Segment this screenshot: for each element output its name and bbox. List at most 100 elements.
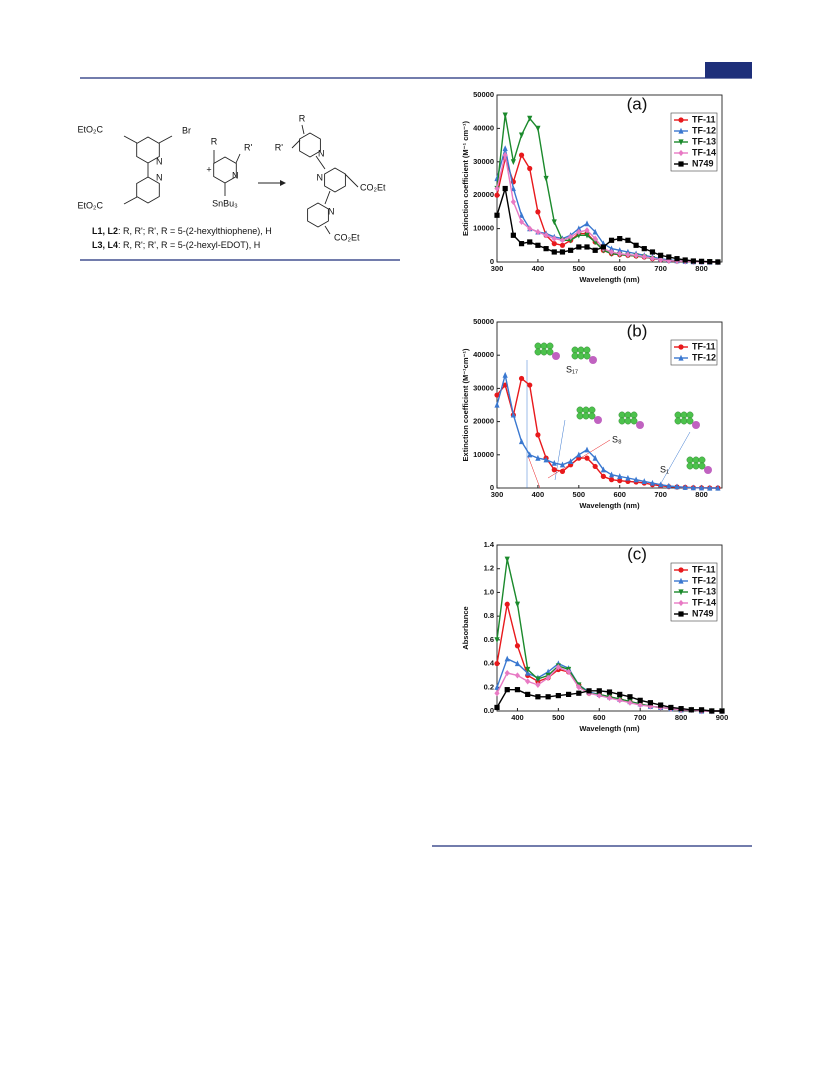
marker bbox=[584, 227, 590, 234]
chart: 300 400 500 600 700 800 0 10000 20000 30000 40000 5… bbox=[461, 90, 723, 284]
molecule-atom bbox=[624, 417, 632, 425]
marker bbox=[682, 257, 688, 263]
marker bbox=[559, 461, 566, 468]
bond bbox=[123, 196, 138, 205]
marker bbox=[535, 242, 541, 248]
molecule-atom bbox=[680, 411, 688, 419]
marker bbox=[568, 233, 574, 241]
marker bbox=[494, 401, 500, 408]
legend-label: N749 bbox=[692, 158, 714, 168]
y-tick-label: 20000 bbox=[473, 190, 494, 199]
molecule-atom bbox=[686, 462, 694, 470]
marker bbox=[494, 637, 500, 644]
marker bbox=[658, 252, 664, 258]
marker bbox=[678, 567, 684, 573]
marker bbox=[502, 112, 508, 119]
marker bbox=[641, 253, 647, 260]
marker bbox=[592, 454, 598, 461]
y-axis-label: Extinction coefficient (M⁻¹ cm⁻¹) bbox=[461, 121, 470, 237]
atom-label: R' bbox=[244, 142, 252, 152]
bond bbox=[315, 155, 326, 170]
legend-label: TF-12 bbox=[692, 575, 716, 585]
x-tick-label: 300 bbox=[491, 490, 504, 499]
marker bbox=[525, 678, 531, 685]
y-tick-label: 30000 bbox=[473, 157, 494, 166]
y-tick-label: 0.6 bbox=[484, 635, 494, 644]
marker bbox=[555, 692, 561, 699]
bond bbox=[235, 153, 241, 164]
x-axis-label: Wavelength (nm) bbox=[579, 724, 640, 733]
x-tick-label: 500 bbox=[573, 264, 586, 273]
marker bbox=[494, 392, 500, 398]
marker bbox=[617, 236, 623, 242]
marker bbox=[510, 198, 516, 205]
x-tick-label: 600 bbox=[613, 264, 626, 273]
marker bbox=[709, 708, 715, 714]
marker bbox=[543, 246, 549, 252]
y-tick-label: 30000 bbox=[473, 383, 494, 392]
marker bbox=[527, 225, 533, 232]
marker bbox=[559, 237, 566, 244]
marker bbox=[535, 432, 541, 438]
orbital bbox=[589, 356, 597, 364]
marker bbox=[617, 247, 623, 253]
molecule-atom bbox=[630, 411, 638, 419]
y-tick-label: 0.0 bbox=[484, 706, 494, 715]
atom-label: N bbox=[232, 170, 239, 180]
marker bbox=[678, 589, 684, 596]
marker bbox=[525, 691, 531, 697]
x-tick-label: 800 bbox=[695, 490, 708, 499]
y-tick-label: 10000 bbox=[473, 224, 494, 233]
atom-label: N bbox=[156, 172, 163, 182]
marker bbox=[504, 669, 510, 677]
marker bbox=[543, 456, 549, 463]
bond bbox=[344, 173, 359, 188]
arrow-head bbox=[280, 180, 286, 186]
marker bbox=[627, 694, 633, 700]
marker bbox=[678, 611, 684, 617]
marker bbox=[592, 463, 598, 470]
marker bbox=[510, 185, 516, 192]
marker bbox=[535, 209, 541, 215]
plot-frame bbox=[496, 544, 723, 712]
marker bbox=[565, 691, 572, 697]
marker bbox=[625, 251, 631, 258]
marker bbox=[596, 692, 602, 699]
marker bbox=[678, 706, 684, 712]
marker bbox=[617, 697, 623, 704]
y-tick-label: 20000 bbox=[473, 417, 494, 426]
marker bbox=[584, 220, 590, 227]
y-tick-label: 0.2 bbox=[484, 682, 494, 691]
molecule-atom bbox=[624, 411, 632, 419]
marker bbox=[527, 165, 533, 172]
marker bbox=[551, 219, 557, 226]
marker bbox=[682, 484, 688, 490]
marker bbox=[518, 212, 525, 218]
atom-label: CO₂Et bbox=[334, 232, 360, 242]
x-tick-label: 400 bbox=[532, 264, 545, 273]
marker bbox=[518, 132, 525, 139]
panel-label: (b) bbox=[627, 321, 648, 340]
marker bbox=[555, 664, 561, 671]
marker bbox=[658, 481, 664, 488]
ligand-text: : R, R'; R', R = 5-(2-hexyl-EDOT), H bbox=[118, 240, 260, 250]
marker bbox=[600, 466, 606, 473]
bond bbox=[324, 190, 331, 205]
marker bbox=[637, 697, 643, 703]
marker bbox=[586, 688, 592, 694]
marker bbox=[678, 599, 684, 607]
marker bbox=[502, 145, 508, 152]
marker bbox=[494, 704, 500, 711]
marker bbox=[518, 152, 525, 158]
marker bbox=[559, 242, 566, 248]
y-tick-label: 0.8 bbox=[484, 611, 494, 620]
marker bbox=[565, 668, 572, 675]
marker bbox=[649, 479, 656, 486]
marker bbox=[633, 252, 639, 259]
marker bbox=[592, 247, 598, 253]
marker bbox=[647, 700, 654, 706]
marker bbox=[633, 476, 639, 483]
transition-link bbox=[527, 455, 541, 489]
marker bbox=[668, 704, 674, 711]
bond bbox=[123, 135, 138, 144]
